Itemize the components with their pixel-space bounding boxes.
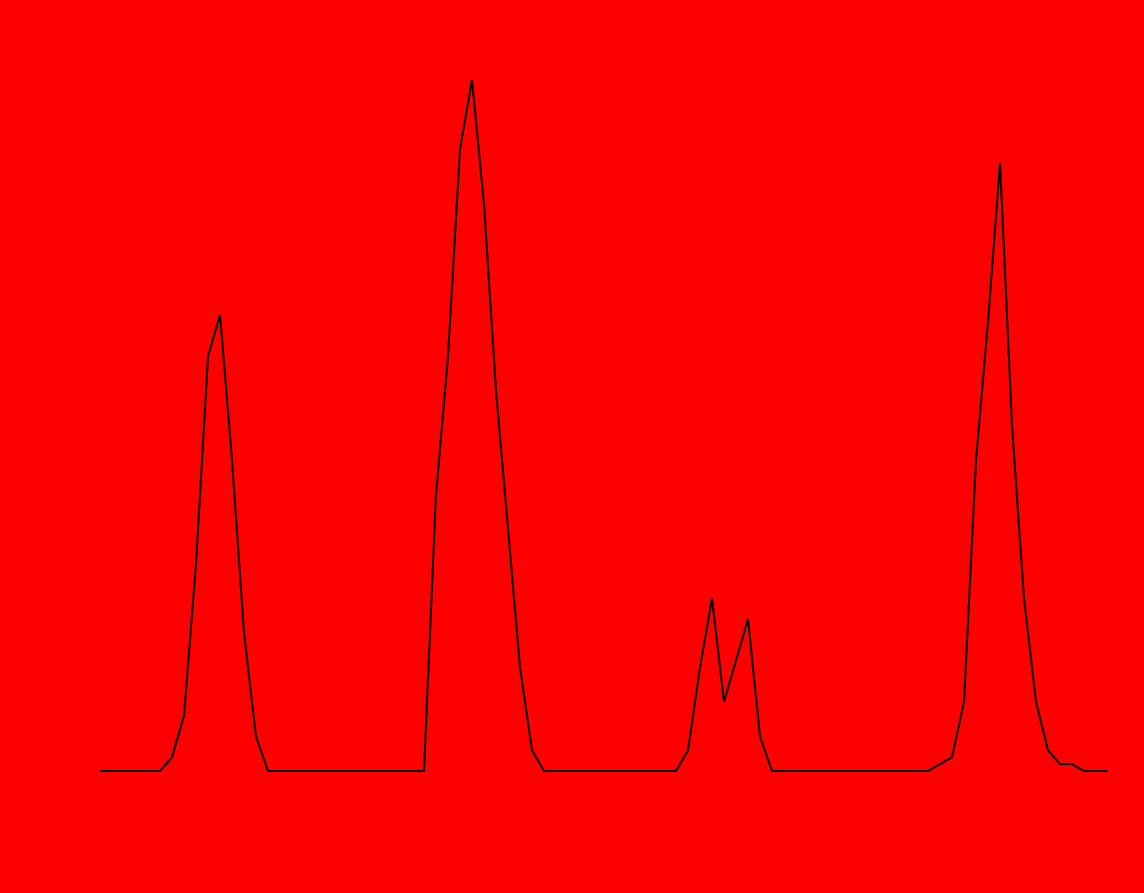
data-line [100,79,1108,772]
